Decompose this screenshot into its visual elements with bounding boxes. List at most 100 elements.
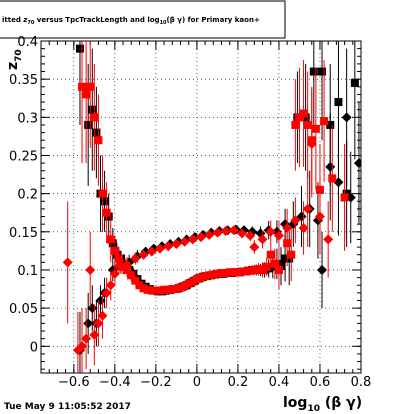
square-marker (92, 128, 101, 137)
diamond-marker (212, 227, 223, 238)
square-marker (110, 246, 119, 255)
square-marker (127, 271, 136, 280)
diamond-marker (179, 236, 190, 247)
square-marker (242, 267, 251, 276)
y-tick-label: 0.25 (9, 149, 38, 164)
diamond-marker (196, 232, 206, 243)
diamond-marker (171, 239, 182, 250)
x-tick-label: −0.4 (99, 375, 131, 390)
square-marker (287, 250, 296, 259)
y-tick-label: 0.1 (17, 264, 38, 279)
y-tick-labels: 0 0.05 0.1 0.15 0.2 0.25 0.3 0.35 0.4 (9, 35, 38, 355)
square-marker (188, 277, 197, 286)
y-axis-title: z70 (5, 49, 24, 70)
square-marker (106, 235, 115, 244)
x-tick-label: 0.4 (269, 375, 290, 390)
diamond-marker (130, 253, 141, 264)
square-marker (90, 113, 99, 122)
diamond-marker (249, 242, 260, 253)
square-marker (192, 275, 201, 284)
square-marker (176, 283, 185, 292)
y-tick-label: 0.3 (17, 111, 38, 126)
square-marker (320, 117, 329, 126)
diamond-marker (140, 246, 151, 257)
y-tick-label: 0.2 (17, 188, 38, 203)
square-marker (164, 285, 173, 294)
diamond-marker (245, 230, 256, 241)
square-marker (78, 82, 87, 91)
diamond-marker (154, 243, 165, 254)
square-marker (246, 266, 255, 275)
y-tick-label: 0.35 (9, 73, 38, 88)
square-marker (318, 67, 327, 76)
x-tick-labels: −0.6 −0.4 −0.2 0 0.2 0.4 0.6 0.8 (58, 375, 371, 390)
grid-lines (41, 40, 362, 373)
axis-ticks (40, 40, 362, 373)
red-square-series (78, 41, 349, 295)
square-marker (291, 120, 300, 129)
square-marker (266, 250, 275, 259)
square-marker (340, 193, 349, 202)
square-marker (168, 285, 177, 294)
diamond-marker (105, 280, 116, 291)
square-marker (311, 124, 320, 133)
diamond-marker (77, 341, 88, 352)
x-tick-label: 0.2 (228, 375, 249, 390)
diamond-marker (273, 230, 284, 241)
square-marker (238, 267, 247, 276)
square-marker (172, 285, 181, 294)
square-marker (147, 286, 156, 295)
data-points (62, 41, 361, 373)
diamond-marker (257, 234, 268, 245)
diamond-marker (325, 161, 336, 172)
square-marker (94, 136, 103, 145)
square-marker (217, 269, 226, 278)
square-marker (225, 268, 234, 277)
diamond-marker (138, 249, 149, 260)
square-marker (131, 276, 140, 285)
diamond-marker (282, 222, 293, 233)
diamond-marker (323, 234, 334, 245)
square-marker (205, 271, 214, 280)
diamond-marker (81, 333, 92, 344)
y-tick-label: 0 (30, 340, 38, 355)
square-marker (299, 109, 308, 118)
square-marker (334, 98, 343, 107)
diamond-marker (89, 329, 100, 340)
x-tick-label: 0 (193, 375, 201, 390)
title-box: itted z70 versus TpcTrackLength and log1… (0, 0, 286, 39)
diamond-marker (298, 222, 309, 233)
diamond-marker (113, 261, 124, 272)
square-marker (75, 44, 84, 53)
diamond-marker (341, 112, 352, 123)
square-marker (250, 265, 259, 274)
diamond-marker (97, 310, 108, 321)
square-marker (328, 174, 337, 183)
diamond-marker (204, 229, 215, 240)
chart-title: itted z70 versus TpcTrackLength and log1… (2, 16, 260, 26)
diamond-marker (306, 139, 317, 150)
square-marker (160, 285, 169, 294)
timestamp-label: Tue May 9 11:05:52 2017 (4, 402, 131, 412)
square-marker (295, 113, 304, 122)
square-marker (84, 120, 93, 129)
y-tick-label: 0.4 (17, 35, 38, 50)
diamond-marker (62, 257, 73, 268)
y-tick-label: 0.05 (9, 302, 38, 317)
diamond-marker (101, 287, 112, 298)
square-marker (233, 268, 242, 277)
square-marker (155, 286, 164, 295)
diamond-marker (163, 241, 174, 252)
diamond-marker (290, 215, 301, 226)
square-marker (151, 286, 160, 295)
diamond-marker (228, 225, 239, 236)
square-marker (135, 281, 144, 290)
diamond-marker (85, 264, 96, 275)
x-axis-title: log10 (β γ) (283, 395, 362, 414)
diamond-marker (109, 268, 120, 279)
square-marker (201, 272, 210, 281)
title-frame (0, 0, 286, 39)
x-tick-label: −0.6 (58, 375, 90, 390)
square-marker (82, 90, 91, 99)
